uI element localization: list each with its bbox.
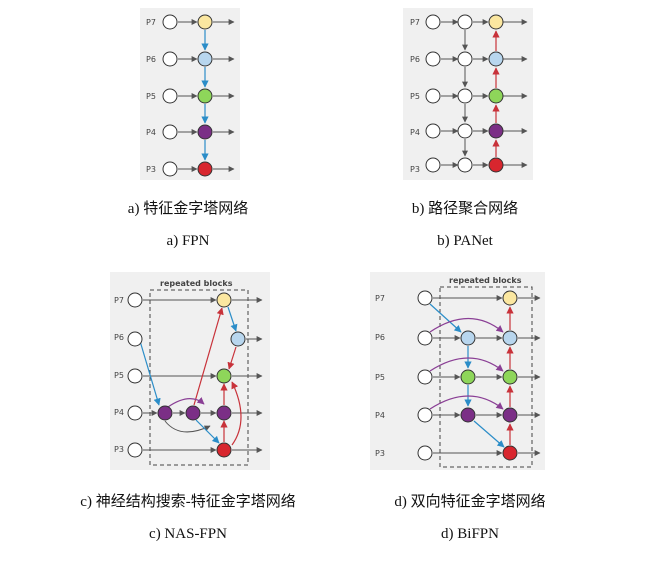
panel-panet-diagram: P7 P6 P5 P4 P3: [403, 8, 533, 180]
label-p3: P3: [146, 165, 156, 174]
panel-nasfpn-diagram: repeated blocks P7 P6 P5 P4 P3: [110, 272, 270, 470]
caption-panet-en: b) PANet: [437, 233, 493, 249]
panel-fpn-background: [140, 8, 240, 180]
bifpn-level-labels: P7 P6 P5 P4 P3: [375, 294, 385, 458]
label-p3: P3: [375, 449, 385, 458]
label-p5: P5: [114, 371, 124, 380]
nasfpn-blue-arrows: [139, 306, 238, 444]
label-p4: P4: [375, 411, 385, 420]
label-p7: P7: [410, 18, 420, 27]
label-p6: P6: [146, 55, 156, 64]
panel-bifpn-background: [370, 272, 545, 470]
bifpn-gray-arrows: [433, 295, 541, 456]
caption-fpn-en: a) FPN: [166, 233, 210, 249]
label-p6: P6: [410, 55, 420, 64]
bifpn-purple-arrows: [429, 317, 504, 410]
nasfpn-red-arrows: [193, 307, 242, 446]
label-p7: P7: [146, 18, 156, 27]
nasfpn-purple-arrows: [167, 397, 205, 408]
panet-level-labels: P7 P6 P5 P4 P3: [410, 18, 420, 174]
label-p5: P5: [375, 373, 385, 382]
caption-bifpn-en: d) BiFPN: [441, 526, 499, 542]
nasfpn-nodes: [127, 292, 246, 458]
label-p7: P7: [375, 294, 385, 303]
panel-bifpn-diagram: repeated blocks P7 P6 P5 P4 P3: [370, 272, 545, 470]
fpn-nodes: [162, 14, 213, 177]
repeated-blocks-box: [149, 289, 249, 466]
fpn-level-labels: P7 P6 P5 P4 P3: [146, 18, 156, 174]
label-p3: P3: [114, 445, 124, 454]
label-p5: P5: [146, 92, 156, 101]
panet-nodes: [425, 14, 504, 173]
caption-nasfpn-en: c) NAS-FPN: [149, 526, 227, 542]
repeated-blocks-label: repeated blocks: [160, 279, 233, 288]
label-p7: P7: [114, 296, 124, 305]
label-p4: P4: [410, 128, 420, 137]
bifpn-nodes: [417, 290, 518, 461]
nasfpn-level-labels: P7 P6 P5 P4 P3: [114, 296, 124, 454]
label-p4: P4: [114, 408, 124, 417]
label-p3: P3: [410, 165, 420, 174]
caption-fpn-cn: a) 特征金字塔网络: [127, 201, 249, 217]
repeated-blocks-label: repeated blocks: [449, 276, 522, 285]
caption-nasfpn-cn: c) 神经结构搜索-特征金字塔网络: [80, 494, 296, 510]
label-p6: P6: [114, 333, 124, 342]
fpn-lateral-arrows: [178, 19, 235, 172]
label-p5: P5: [410, 92, 420, 101]
caption-panet-cn: b) 路径聚合网络: [411, 201, 519, 217]
label-p4: P4: [146, 128, 156, 137]
nasfpn-gray-arrows: [143, 297, 263, 453]
panel-fpn-diagram: P7 P6 P5 P4 P3: [140, 8, 240, 180]
label-p6: P6: [375, 333, 385, 342]
panet-lateral-arrows: [441, 19, 528, 168]
caption-bifpn-cn: d) 双向特征金字塔网络: [394, 494, 546, 510]
